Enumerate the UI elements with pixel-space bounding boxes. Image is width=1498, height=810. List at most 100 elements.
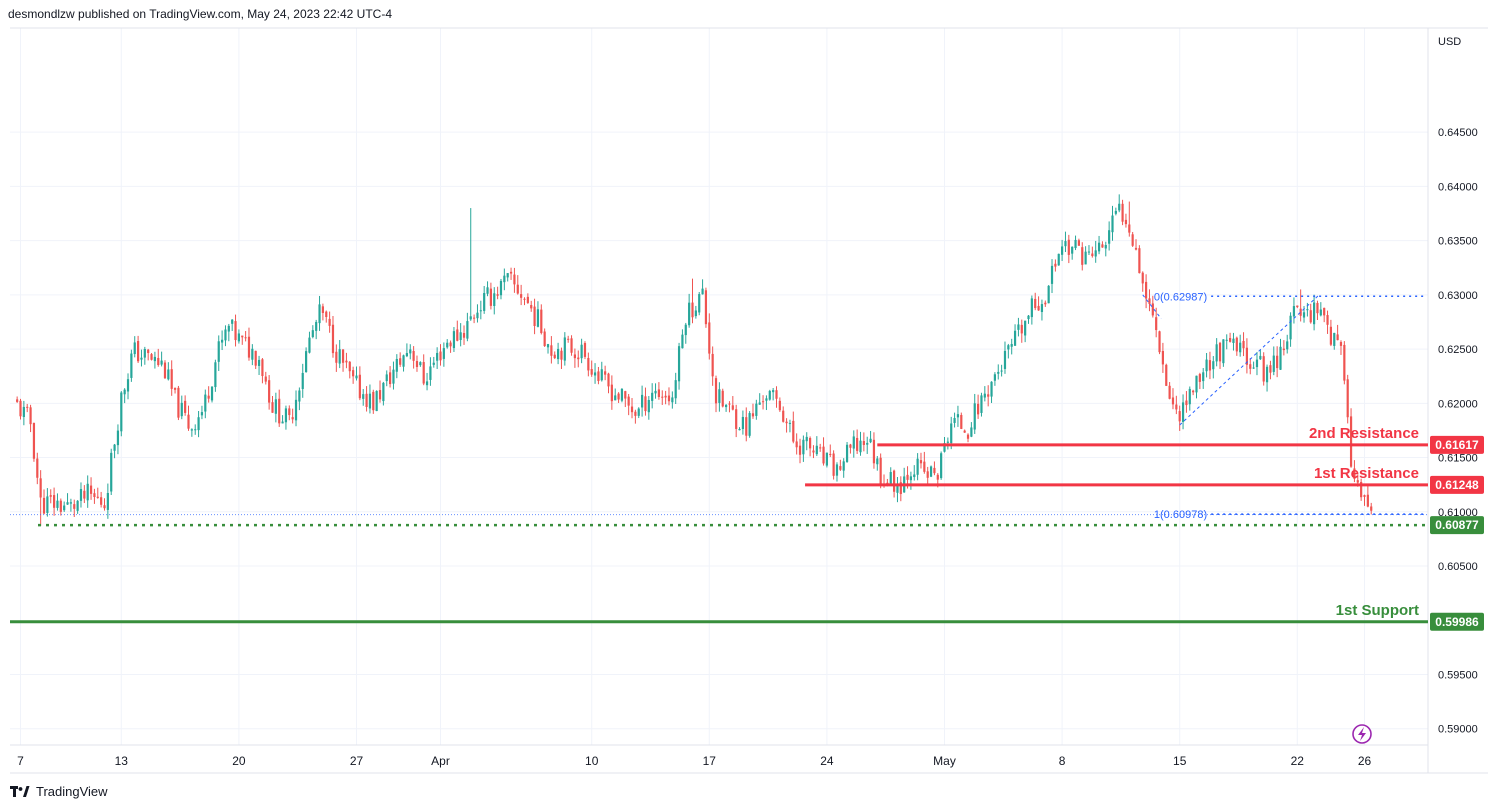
candle-body (1003, 350, 1007, 369)
candle-body (39, 478, 42, 498)
candle-body (1020, 324, 1023, 334)
candle (499, 278, 503, 300)
candle-body (570, 338, 573, 353)
candle (845, 442, 849, 463)
candle (651, 383, 654, 409)
current-price-tag (1430, 516, 1484, 535)
candle (1215, 338, 1218, 367)
candle (798, 438, 802, 464)
candle-body (1235, 337, 1238, 352)
candle (691, 278, 694, 324)
candle-body (641, 394, 644, 408)
time-axis[interactable]: 7 13 20 27 Apr 10 17 24 May 8 15 22 26 (17, 754, 1371, 768)
candle-body (217, 341, 220, 362)
candle-body (1360, 482, 1363, 498)
candle (452, 327, 456, 352)
candle-body (133, 342, 136, 355)
candle (889, 467, 892, 486)
candle-body (499, 280, 503, 296)
candle (46, 488, 49, 517)
candle-body (479, 310, 482, 312)
candle (147, 348, 150, 361)
candle-body (126, 379, 130, 392)
candle (1024, 320, 1027, 343)
candle-body (835, 464, 839, 476)
candle-body (1323, 307, 1326, 316)
candle-body (274, 399, 277, 414)
candle-body (1084, 251, 1087, 265)
candle (987, 385, 990, 407)
candle (19, 398, 22, 420)
candle-body (644, 396, 647, 412)
candle (560, 347, 563, 369)
candle (1296, 305, 1299, 309)
candle-body (123, 389, 126, 395)
candle-body (778, 400, 781, 411)
candle-body (503, 275, 506, 283)
candle-body (620, 388, 624, 401)
candle-body (378, 390, 382, 400)
candle-body (466, 321, 469, 339)
candle (899, 476, 902, 502)
candle (1326, 310, 1329, 334)
candle-body (73, 504, 76, 509)
candle-body (1296, 305, 1299, 308)
candle (348, 360, 351, 379)
candle-body (153, 356, 156, 362)
candle-body (1081, 247, 1084, 265)
price-tick-label: 0.63000 (1438, 290, 1478, 302)
candle (1336, 324, 1339, 341)
candle (1124, 213, 1128, 228)
candle-body (483, 293, 486, 311)
candle (835, 462, 839, 482)
candle-body (1242, 340, 1245, 349)
resistance-price-tag (1430, 475, 1484, 494)
candle-body (1185, 400, 1188, 406)
candle (580, 338, 583, 364)
candle-body (355, 375, 358, 379)
candle-body (257, 359, 261, 366)
date-tick-label: 10 (585, 754, 599, 768)
candle (1249, 358, 1252, 375)
candle-body (79, 489, 83, 501)
candle (721, 388, 724, 408)
resistance-level-label: 1st Resistance (1314, 465, 1419, 482)
candle (557, 342, 560, 365)
candle (1128, 201, 1131, 237)
candle (1252, 361, 1255, 369)
date-tick-label: 7 (17, 754, 24, 768)
candle-body (536, 309, 540, 327)
candle-body (86, 483, 89, 501)
price-tick-label: 0.62500 (1438, 344, 1478, 356)
candle (728, 401, 731, 413)
candle-body (56, 500, 59, 508)
candle-body (422, 362, 425, 384)
candle (1370, 502, 1373, 515)
candle-body (1353, 468, 1356, 479)
tradingview-logo-icon[interactable] (10, 785, 30, 798)
candle-body (1356, 480, 1359, 483)
candle (1064, 231, 1067, 253)
tradingview-brand[interactable]: TradingView (36, 784, 108, 799)
candle (852, 430, 855, 458)
candle-body (254, 350, 257, 366)
candle-body (412, 351, 415, 361)
candle-body (627, 396, 630, 406)
candle-body (1128, 224, 1131, 233)
candle (153, 351, 156, 369)
candle-body (654, 390, 657, 394)
candle (247, 327, 251, 361)
candle (825, 452, 828, 468)
candle-body (923, 461, 926, 472)
candle (143, 346, 146, 365)
candle (768, 389, 771, 401)
candle (960, 412, 963, 430)
candle-body (1104, 245, 1107, 249)
price-axis[interactable]: USD 0.64500 0.64000 0.63500 0.63000 0.62500 0… (1438, 36, 1478, 736)
lightning-icon[interactable] (1352, 724, 1372, 744)
candle-body (694, 310, 697, 317)
candle-body (792, 420, 795, 442)
candle-body (590, 369, 593, 375)
candle (264, 371, 267, 385)
